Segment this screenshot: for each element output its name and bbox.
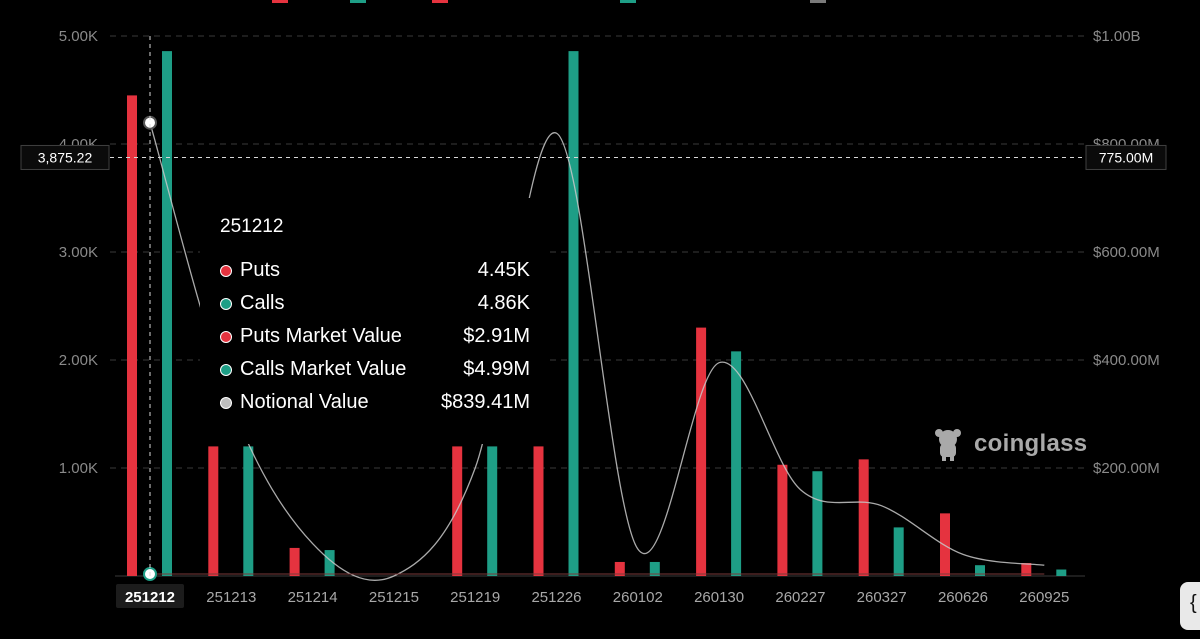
crosshair-right-label: 775.00M — [1099, 149, 1153, 165]
x-tick-label: 260925 — [1019, 589, 1069, 606]
puts-bar[interactable] — [696, 327, 707, 576]
x-active-label-bg — [116, 584, 184, 608]
crosshair-right-label-bg — [1085, 144, 1167, 170]
puts-dot-icon — [220, 264, 232, 277]
x-tick-label: 251219 — [450, 589, 500, 606]
tooltip-label: Calls Market Value — [240, 358, 407, 380]
tooltip-row-notional-value: Notional Value $839.41M — [220, 386, 530, 419]
bars-layer — [127, 51, 1067, 577]
tooltip-value: $4.99M — [463, 358, 530, 380]
calls-bar[interactable] — [731, 351, 742, 576]
tooltip-title: 251212 — [220, 216, 284, 237]
code-brace-button[interactable]: { — [1180, 582, 1200, 630]
x-tick-label: 260227 — [775, 589, 825, 606]
calls-bar[interactable] — [324, 550, 335, 576]
puts-bar[interactable] — [289, 547, 300, 576]
x-tick-label: 251212 — [125, 589, 175, 606]
tooltip-row-calls-market-value: Calls Market Value $4.99M — [220, 353, 530, 386]
calls-bar[interactable] — [487, 446, 498, 576]
tooltip-label: Notional Value — [240, 391, 369, 413]
calls-bar[interactable] — [893, 527, 904, 576]
tooltip-row-puts: Puts 4.45K — [220, 254, 530, 287]
legend-swatch-calls-mv[interactable] — [620, 0, 636, 3]
watermark-text: coinglass — [974, 430, 1088, 457]
x-tick-label: 260626 — [938, 589, 988, 606]
notional-value-dot-icon — [220, 396, 232, 409]
legend-swatch-notional[interactable] — [810, 0, 826, 3]
puts-bar[interactable] — [208, 446, 219, 576]
tooltip-row-calls: Calls 4.86K — [220, 287, 530, 320]
calls-bar[interactable] — [243, 446, 254, 576]
x-axis: 251212 251213 251214 251215 251219 251226 2601… — [116, 584, 1069, 608]
puts-bar[interactable] — [127, 95, 137, 577]
grid-layer — [110, 35, 1085, 577]
crosshair-layer: 3,875.22 775.00M — [20, 36, 1167, 576]
left-tick-label: 1.00K — [59, 460, 98, 477]
puts-bar[interactable] — [858, 459, 869, 576]
coinglass-logo-icon — [935, 429, 961, 461]
crosshair-left-label: 3,875.22 — [38, 149, 93, 165]
calls-bar[interactable] — [568, 51, 579, 577]
calls-market-value-dot-icon — [220, 363, 232, 376]
x-tick-label: 251226 — [531, 589, 581, 606]
notional-line — [149, 122, 1045, 581]
tooltip-label: Puts Market Value — [240, 325, 402, 347]
calls-dot-icon — [220, 297, 232, 310]
legend-swatch-calls[interactable] — [350, 0, 366, 3]
calls-bar[interactable] — [812, 471, 823, 576]
tooltip-label: Puts — [240, 259, 281, 281]
tooltip-value: $2.91M — [463, 325, 530, 347]
right-axis: $1.00B$800.00M$600.00M$400.00M$200.00M — [1093, 28, 1160, 477]
legend-swatch-puts-mv[interactable] — [432, 0, 448, 3]
x-tick-label: 260102 — [613, 589, 663, 606]
calls-bar[interactable] — [975, 565, 985, 576]
tooltip-value: 4.86K — [477, 292, 530, 314]
puts-bar[interactable] — [1021, 563, 1032, 576]
coinglass-watermark: coinglass — [930, 426, 1087, 462]
puts-bar[interactable] — [614, 561, 625, 576]
puts-bar[interactable] — [533, 446, 544, 576]
x-tick-label: 251213 — [206, 589, 256, 606]
calls-bar[interactable] — [649, 561, 660, 576]
right-tick-label: $1.00B — [1093, 28, 1141, 45]
notional-line-layer — [143, 115, 1045, 581]
left-tick-label: 2.00K — [59, 352, 98, 369]
tooltip-row-puts-market-value: Puts Market Value $2.91M — [220, 320, 530, 353]
tooltip-value: 4.45K — [477, 259, 530, 281]
puts-market-value-dot-icon — [220, 330, 232, 343]
x-tick-label: 260327 — [857, 589, 907, 606]
x-tick-label: 251214 — [288, 589, 338, 606]
tooltip: 251212 Puts 4.45K Calls 4.86K Puts Marke… — [200, 198, 546, 444]
right-tick-label: $400.00M — [1093, 352, 1160, 369]
left-tick-label: 5.00K — [59, 28, 98, 45]
legend-swatch-puts[interactable] — [272, 0, 288, 3]
code-brace-icon: { — [1190, 592, 1197, 614]
crosshair-left-label-bg — [20, 144, 110, 170]
right-tick-label: $200.00M — [1093, 460, 1160, 477]
calls-bar[interactable] — [1056, 569, 1067, 576]
right-tick-label: $600.00M — [1093, 244, 1160, 261]
tooltip-label: Calls — [240, 292, 285, 314]
left-tick-label: 3.00K — [59, 244, 98, 261]
tooltip-value: $839.41M — [441, 391, 530, 413]
puts-bar[interactable] — [452, 446, 463, 576]
puts-bar[interactable] — [777, 464, 788, 576]
calls-bar[interactable] — [162, 51, 172, 577]
x-tick-label: 251215 — [369, 589, 419, 606]
x-tick-label: 260130 — [694, 589, 744, 606]
legend-stub — [272, 0, 826, 3]
